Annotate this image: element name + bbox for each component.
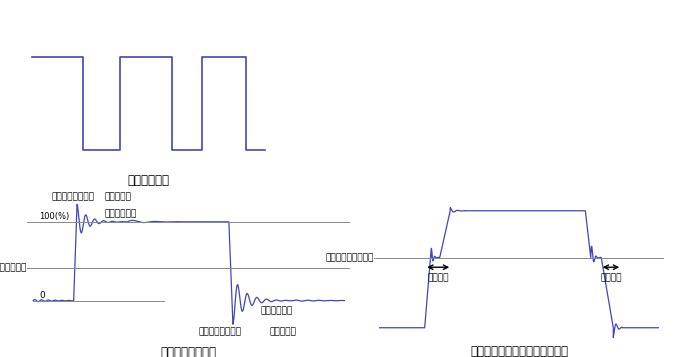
Text: アンダーシュート: アンダーシュート	[198, 328, 241, 337]
Text: リングバック: リングバック	[104, 210, 137, 218]
Text: 0: 0	[39, 291, 45, 300]
Text: スレッショルド電圧: スレッショルド電圧	[0, 263, 27, 272]
Text: 図１　方形波: 図１ 方形波	[127, 174, 169, 187]
Text: 100(%): 100(%)	[39, 212, 69, 221]
Text: スレッショルド電圧: スレッショルド電圧	[326, 253, 374, 262]
Text: ステップ: ステップ	[600, 274, 621, 283]
Text: リンギング: リンギング	[104, 192, 131, 201]
Text: リングバック: リングバック	[260, 306, 293, 315]
Text: リンギング: リンギング	[270, 328, 297, 337]
Text: オーバーシュート: オーバーシュート	[52, 192, 95, 201]
Text: ステップ: ステップ	[427, 274, 449, 283]
Text: 図３　実際の波形（ステップ）: 図３ 実際の波形（ステップ）	[470, 345, 568, 357]
Text: 図２　実際の波形: 図２ 実際の波形	[160, 346, 217, 357]
